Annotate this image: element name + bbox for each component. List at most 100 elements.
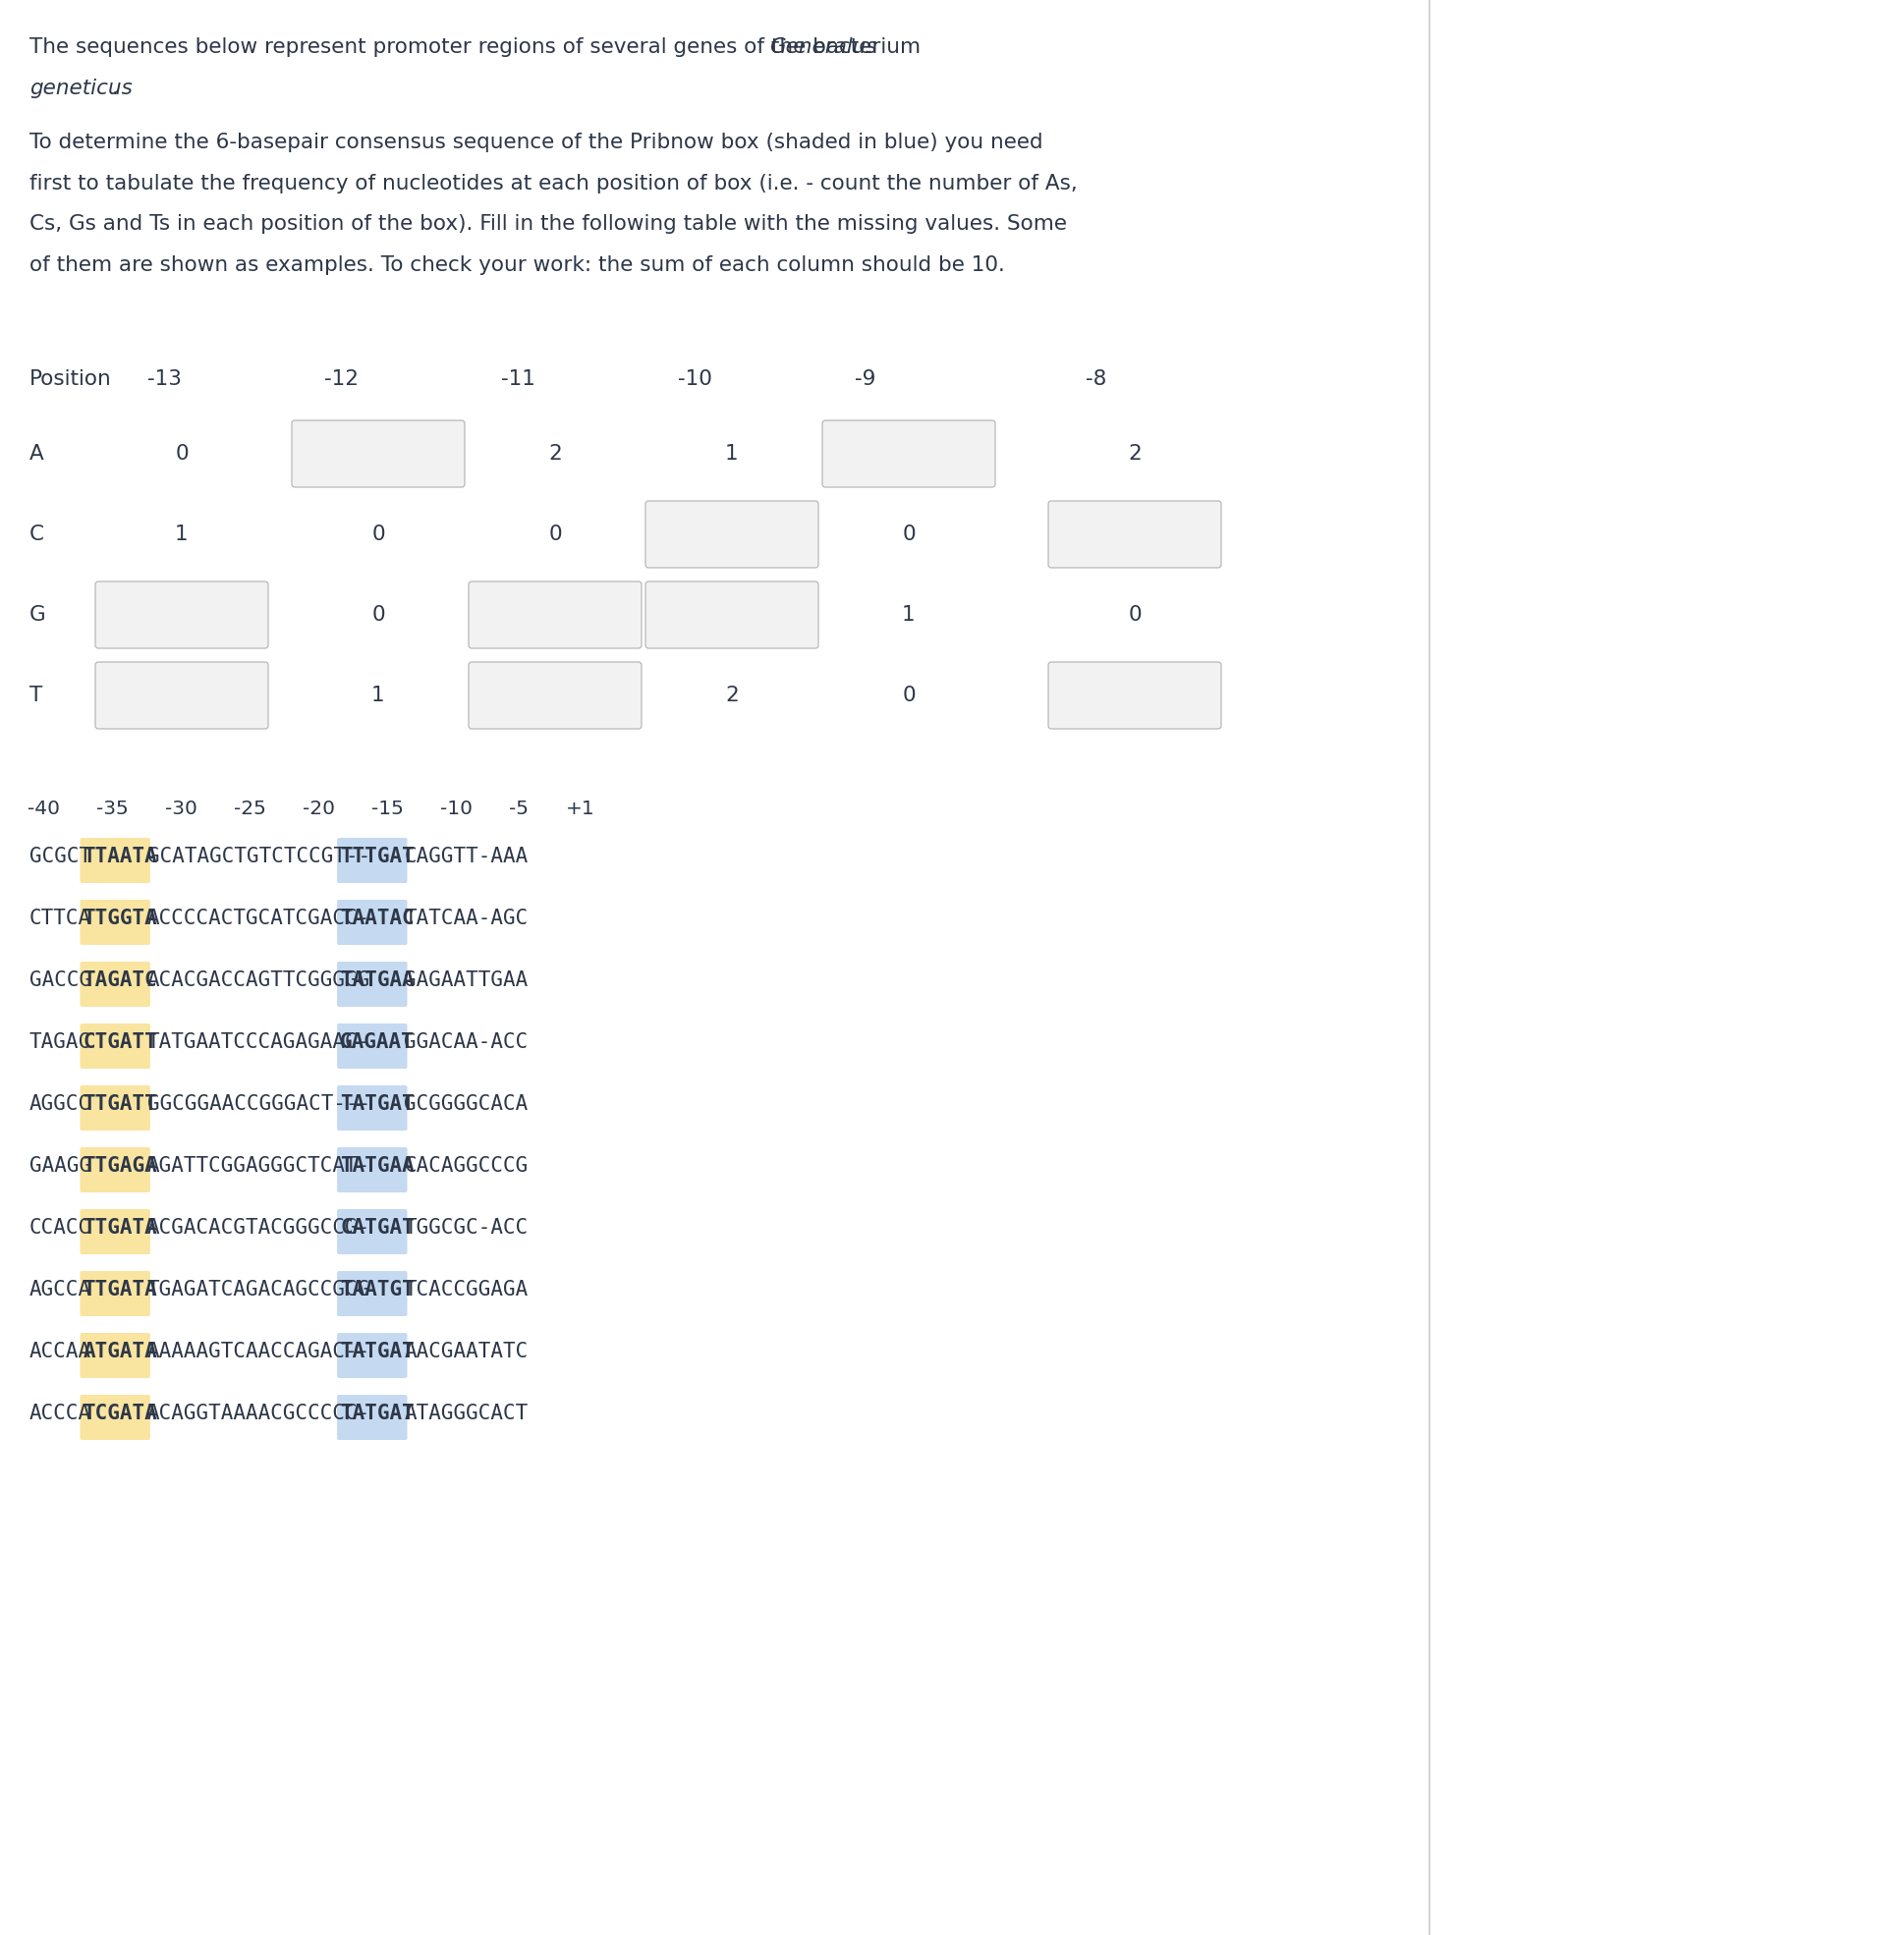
Text: TTAATA: TTAATA <box>84 848 158 867</box>
Text: -15: -15 <box>371 799 404 819</box>
Text: Generalus: Generalus <box>769 37 878 56</box>
Text: ACAGGTAAAACGCCCCC-: ACAGGTAAAACGCCCCC- <box>147 1403 371 1424</box>
Text: -35: -35 <box>97 799 128 819</box>
FancyBboxPatch shape <box>95 662 268 729</box>
FancyBboxPatch shape <box>337 900 407 944</box>
Text: -13: -13 <box>147 370 181 389</box>
FancyBboxPatch shape <box>80 1209 150 1254</box>
Text: ACCCCACTGCATCGACC-: ACCCCACTGCATCGACC- <box>147 909 371 929</box>
Text: TAATAC: TAATAC <box>341 909 415 929</box>
Text: .: . <box>112 79 118 99</box>
Text: -12: -12 <box>324 370 358 389</box>
Text: TAGAC: TAGAC <box>29 1033 91 1053</box>
Text: TTGATA: TTGATA <box>84 1279 158 1300</box>
FancyBboxPatch shape <box>80 1086 150 1130</box>
Text: 2: 2 <box>725 685 739 704</box>
Text: -8: -8 <box>1085 370 1106 389</box>
Text: ACCCA: ACCCA <box>29 1403 91 1424</box>
Text: ATAGGGCACT: ATAGGGCACT <box>404 1403 527 1424</box>
Text: The sequences below represent promoter regions of several genes of the bacterium: The sequences below represent promoter r… <box>29 37 927 56</box>
Text: 2: 2 <box>548 443 562 464</box>
Text: 0: 0 <box>902 685 916 704</box>
FancyBboxPatch shape <box>80 900 150 944</box>
Text: ACACGACCAGTTCGGGGG: ACACGACCAGTTCGGGGG <box>147 971 371 991</box>
Text: Position: Position <box>29 370 112 389</box>
Text: TGGCGC-ACC: TGGCGC-ACC <box>404 1217 527 1238</box>
FancyBboxPatch shape <box>337 1086 407 1130</box>
Text: TATGAT: TATGAT <box>341 1341 415 1362</box>
Text: To determine the 6-basepair consensus sequence of the Pribnow box (shaded in blu: To determine the 6-basepair consensus se… <box>29 134 1043 153</box>
FancyBboxPatch shape <box>80 962 150 1006</box>
FancyBboxPatch shape <box>645 501 819 567</box>
Text: 1: 1 <box>371 685 385 704</box>
FancyBboxPatch shape <box>1049 501 1220 567</box>
Text: TAATGT: TAATGT <box>341 1279 415 1300</box>
Text: GAGAATTGAA: GAGAATTGAA <box>404 971 527 991</box>
Text: AGCCA: AGCCA <box>29 1279 91 1300</box>
FancyBboxPatch shape <box>337 1333 407 1378</box>
Text: G: G <box>29 606 46 625</box>
FancyBboxPatch shape <box>468 582 642 648</box>
Text: CTTCA: CTTCA <box>29 909 91 929</box>
Text: T: T <box>29 685 42 704</box>
Text: TATGAT: TATGAT <box>341 1093 415 1115</box>
Text: -10: -10 <box>678 370 712 389</box>
Text: TCACCGGAGA: TCACCGGAGA <box>404 1279 527 1300</box>
Text: 0: 0 <box>371 524 385 544</box>
Text: TGAGATCAGACAGCCGCG: TGAGATCAGACAGCCGCG <box>147 1279 371 1300</box>
Text: TATGAATCCCAGAGAAC-: TATGAATCCCAGAGAAC- <box>147 1033 371 1053</box>
FancyBboxPatch shape <box>337 1024 407 1068</box>
Text: -9: -9 <box>855 370 876 389</box>
FancyBboxPatch shape <box>80 1147 150 1192</box>
Text: AAAAAGTCAACCAGAC--: AAAAAGTCAACCAGAC-- <box>147 1341 371 1362</box>
Text: +1: +1 <box>565 799 596 819</box>
Text: 1: 1 <box>902 606 916 625</box>
Text: AGGCC: AGGCC <box>29 1093 91 1115</box>
Text: -30: -30 <box>166 799 198 819</box>
Text: C: C <box>29 524 44 544</box>
Text: 0: 0 <box>902 524 916 544</box>
Text: -40: -40 <box>27 799 59 819</box>
FancyBboxPatch shape <box>823 420 996 488</box>
FancyBboxPatch shape <box>291 420 465 488</box>
Text: TCGATA: TCGATA <box>84 1403 158 1424</box>
Text: GACCG: GACCG <box>29 971 91 991</box>
Text: TTGGTA: TTGGTA <box>84 909 158 929</box>
Text: TTTGAT: TTTGAT <box>341 848 415 867</box>
Text: CTGATT: CTGATT <box>84 1033 158 1053</box>
Text: Cs, Gs and Ts in each position of the box). Fill in the following table with the: Cs, Gs and Ts in each position of the bo… <box>29 215 1066 234</box>
Text: CAGGTT-AAA: CAGGTT-AAA <box>404 848 527 867</box>
Text: CATGAT: CATGAT <box>341 1217 415 1238</box>
Text: 0: 0 <box>175 443 188 464</box>
Text: first to tabulate the frequency of nucleotides at each position of box (i.e. - c: first to tabulate the frequency of nucle… <box>29 174 1078 194</box>
FancyBboxPatch shape <box>337 1147 407 1192</box>
Text: TTGATT: TTGATT <box>84 1093 158 1115</box>
Text: TTGAGA: TTGAGA <box>84 1155 158 1176</box>
Text: -11: -11 <box>501 370 535 389</box>
FancyBboxPatch shape <box>468 662 642 729</box>
Text: ACGACACGTACGGGCCG-: ACGACACGTACGGGCCG- <box>147 1217 371 1238</box>
Text: CACAGGCCCG: CACAGGCCCG <box>404 1155 527 1176</box>
Text: TTGATA: TTGATA <box>84 1217 158 1238</box>
FancyBboxPatch shape <box>337 1271 407 1316</box>
Text: 0: 0 <box>1127 606 1140 625</box>
Text: GGCGGAACCGGGACT---: GGCGGAACCGGGACT--- <box>147 1093 371 1115</box>
FancyBboxPatch shape <box>1049 662 1220 729</box>
Text: -20: -20 <box>303 799 335 819</box>
FancyBboxPatch shape <box>95 582 268 648</box>
Text: GAAGG: GAAGG <box>29 1155 91 1176</box>
Text: AGATTCGGAGGGCTCAT-: AGATTCGGAGGGCTCAT- <box>147 1155 371 1176</box>
FancyBboxPatch shape <box>337 838 407 882</box>
FancyBboxPatch shape <box>337 962 407 1006</box>
FancyBboxPatch shape <box>645 582 819 648</box>
FancyBboxPatch shape <box>80 838 150 882</box>
Text: GCATAGCTGTCTCCGT--: GCATAGCTGTCTCCGT-- <box>147 848 371 867</box>
Text: 1: 1 <box>725 443 739 464</box>
FancyBboxPatch shape <box>80 1024 150 1068</box>
Text: AACGAATATC: AACGAATATC <box>404 1341 527 1362</box>
Text: 1: 1 <box>175 524 188 544</box>
FancyBboxPatch shape <box>337 1395 407 1440</box>
FancyBboxPatch shape <box>80 1271 150 1316</box>
Text: GAGAAT: GAGAAT <box>341 1033 415 1053</box>
Text: 0: 0 <box>548 524 562 544</box>
